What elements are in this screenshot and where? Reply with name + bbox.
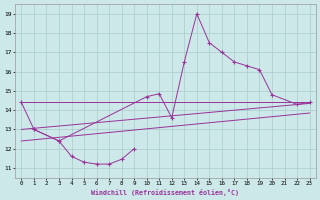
X-axis label: Windchill (Refroidissement éolien,°C): Windchill (Refroidissement éolien,°C): [92, 189, 239, 196]
